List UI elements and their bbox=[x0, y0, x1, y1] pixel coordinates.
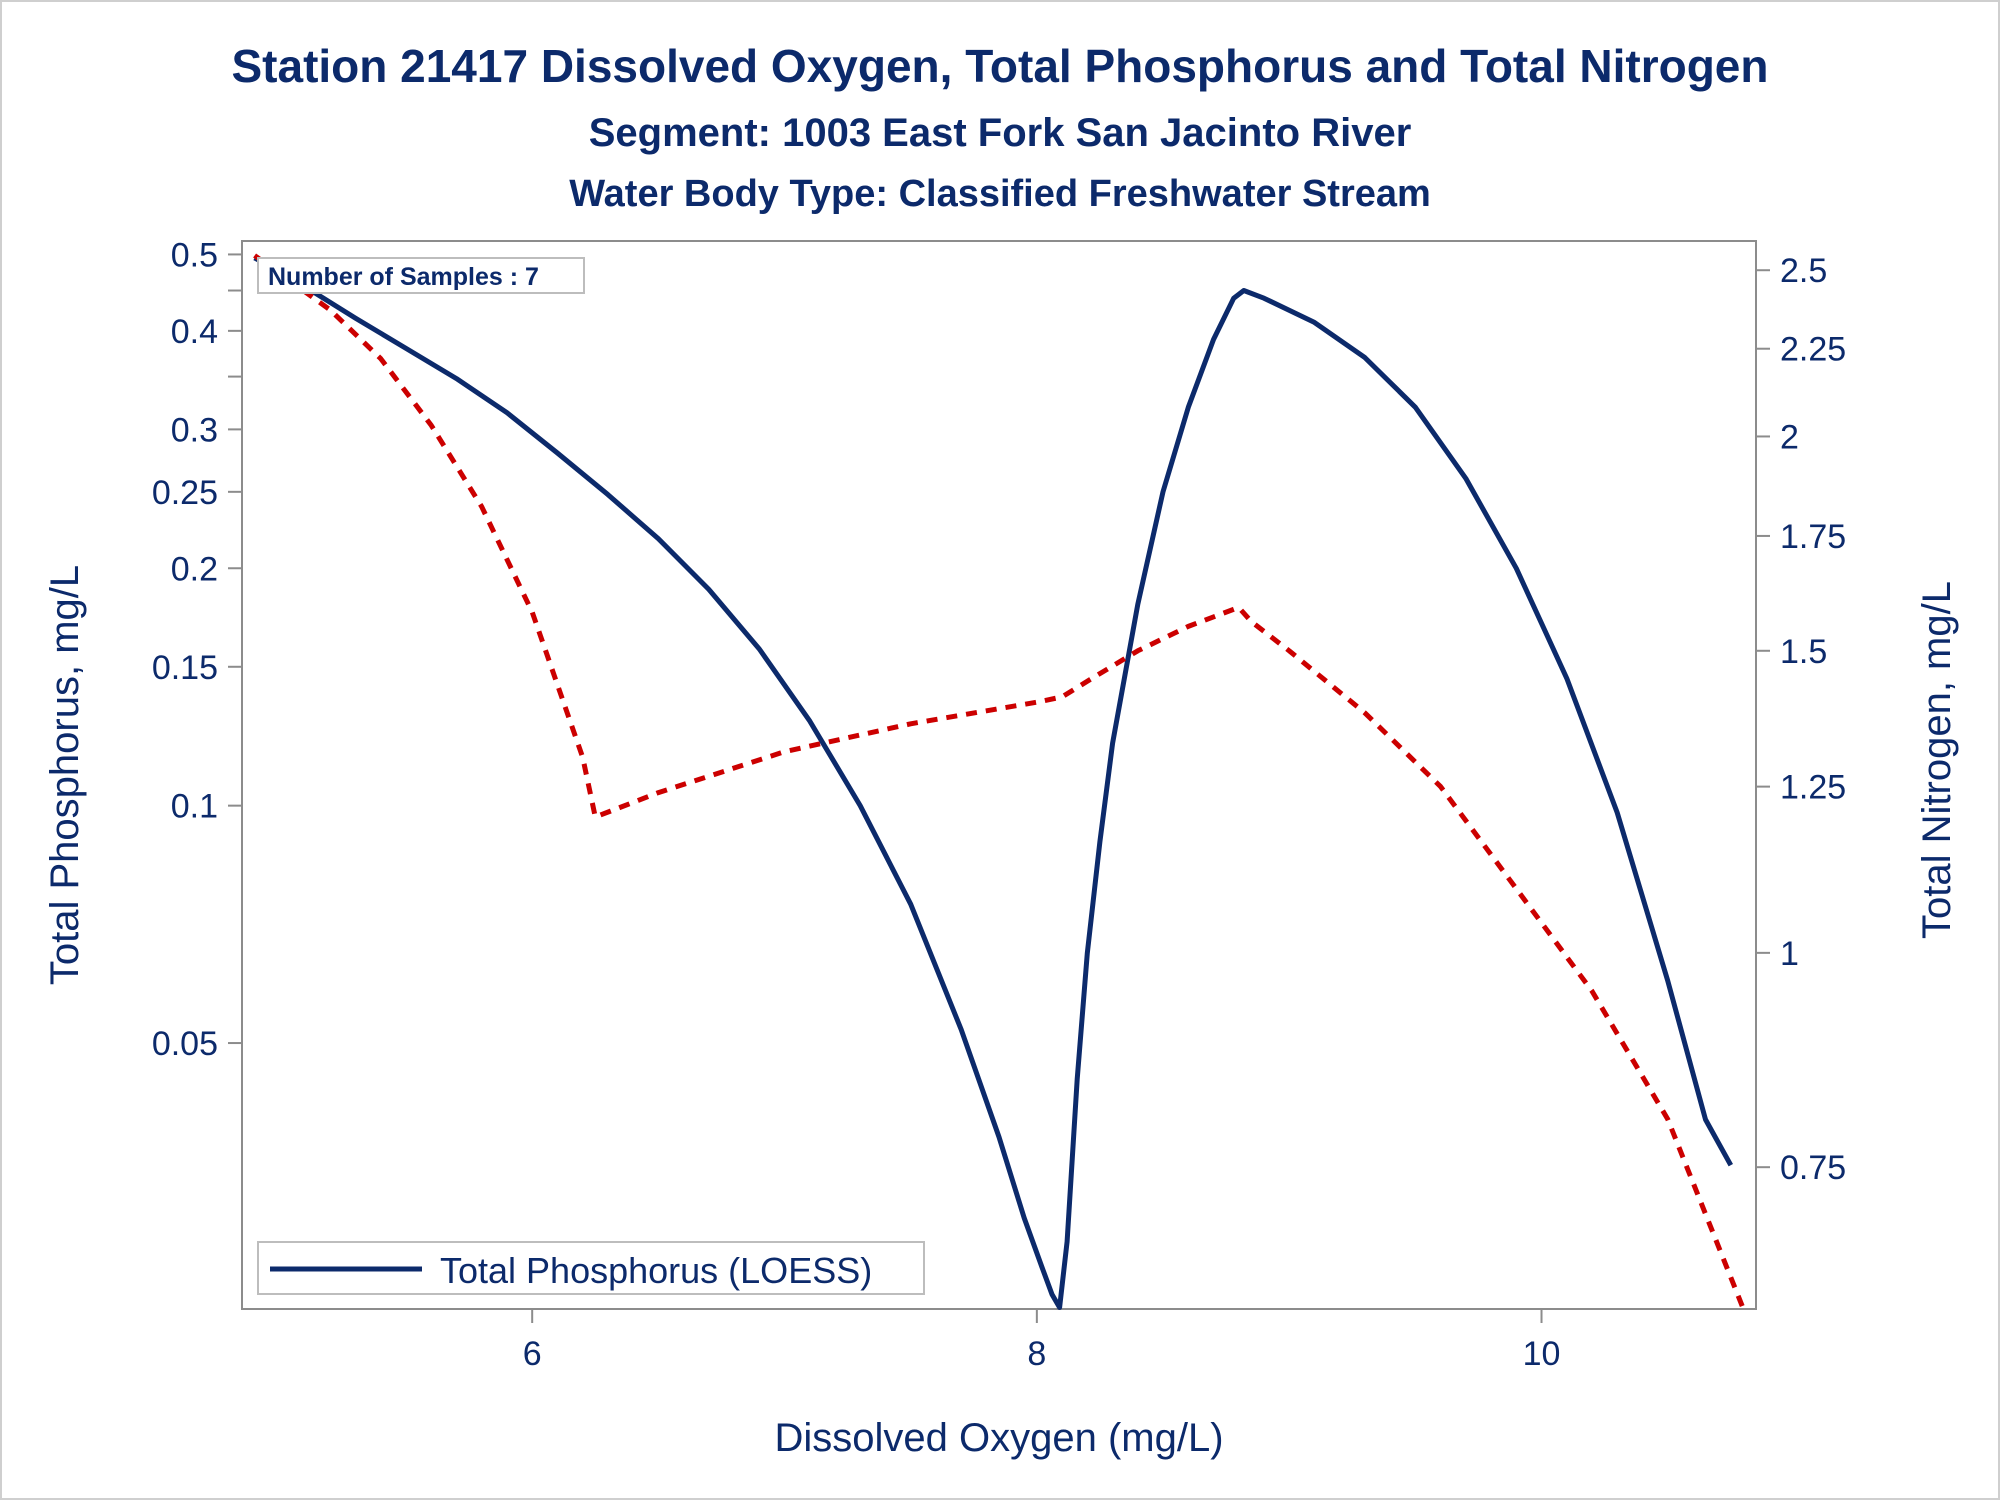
y-left-tick-label: 0.1 bbox=[171, 788, 218, 826]
x-tick-label: 6 bbox=[523, 1335, 542, 1373]
y-right-tick-label: 0.75 bbox=[1780, 1149, 1846, 1187]
plot-area bbox=[241, 240, 1757, 1310]
y-right-tick-label: 1 bbox=[1780, 935, 1799, 973]
series-total-phosphorus-line bbox=[253, 255, 1733, 1310]
annotation-box bbox=[257, 257, 585, 294]
y-left-tick-label: 0.15 bbox=[152, 649, 218, 687]
y-axis-left-label: Total Phosphorus, mg/L bbox=[43, 565, 87, 985]
y-left-tick-label: 0.5 bbox=[171, 236, 218, 274]
y-axis-right-label: Total Nitrogen, mg/L bbox=[1915, 581, 1959, 939]
y-left-tick-label: 0.4 bbox=[171, 313, 218, 351]
legend: Total Phosphorus (LOESS) bbox=[257, 1241, 925, 1295]
y-right-tick-label: 1.5 bbox=[1780, 633, 1827, 671]
y-left-tick-label: 0.05 bbox=[152, 1025, 218, 1063]
chart-title: Station 21417 Dissolved Oxygen, Total Ph… bbox=[231, 40, 1768, 92]
chart-subtitle-2: Water Body Type: Classified Freshwater S… bbox=[569, 173, 1431, 215]
x-axis: 6 8 10 bbox=[523, 1309, 1561, 1373]
chart-subtitle: Segment: 1003 East Fork San Jacinto Rive… bbox=[589, 111, 1412, 155]
y-right-tick-label: 2.25 bbox=[1780, 331, 1846, 369]
series-layer bbox=[253, 253, 1746, 1310]
annotation-text: Number of Samples : 7 bbox=[268, 263, 539, 291]
y-axis-left: 0.5 0.4 0.3 0.25 0.2 0.15 0.1 0.05 bbox=[152, 236, 242, 1063]
y-right-tick-label: 1.75 bbox=[1780, 518, 1846, 556]
x-tick-label: 8 bbox=[1027, 1335, 1046, 1373]
y-left-tick-label: 0.3 bbox=[171, 411, 218, 449]
legend-entry-total-phosphorus: Total Phosphorus (LOESS) bbox=[440, 1250, 872, 1291]
y-right-tick-label: 2.5 bbox=[1780, 252, 1827, 290]
x-tick-label: 10 bbox=[1523, 1335, 1561, 1373]
y-left-tick-label: 0.25 bbox=[152, 474, 218, 512]
sample-count-annotation: Number of Samples : 7 bbox=[257, 257, 585, 294]
y-right-tick-label: 1.25 bbox=[1780, 769, 1846, 807]
y-left-tick-label: 0.2 bbox=[171, 550, 218, 588]
series-total-nitrogen-line bbox=[253, 253, 1746, 1310]
x-axis-label: Dissolved Oxygen (mg/L) bbox=[774, 1416, 1223, 1460]
y-axis-right: 2.5 2.25 2 1.75 1.5 1.25 1 0.75 bbox=[1756, 252, 1846, 1187]
y-right-tick-label: 2 bbox=[1780, 418, 1799, 456]
